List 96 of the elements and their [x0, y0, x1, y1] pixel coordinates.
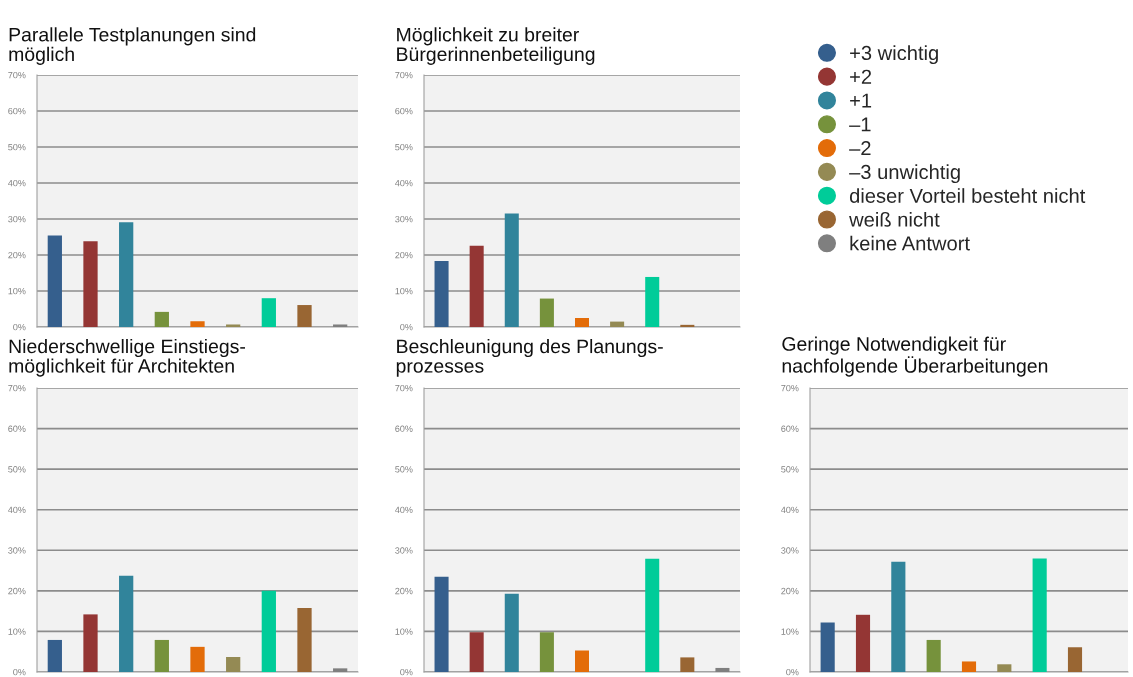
- y-tick-label: 0%: [786, 668, 799, 676]
- y-tick-label: 30%: [8, 547, 26, 554]
- legend-label: –2: [849, 141, 871, 156]
- y-tick-label: 70%: [395, 384, 413, 392]
- y-tick-label: 50%: [781, 466, 799, 473]
- y-tick-label: 40%: [395, 506, 413, 514]
- legend-label: +1: [850, 93, 872, 108]
- bar: [645, 276, 660, 327]
- y-tick-label: 60%: [395, 107, 413, 115]
- bar: [226, 324, 241, 327]
- y-tick-label: 60%: [395, 425, 413, 432]
- bar: [820, 622, 835, 672]
- bar: [47, 235, 62, 327]
- bar: [574, 318, 590, 327]
- y-tick-label: 20%: [395, 587, 413, 595]
- bar: [469, 245, 484, 327]
- bar: [855, 614, 871, 672]
- legend-label: –1: [849, 117, 871, 132]
- chart-title: Geringe Notwendigkeit für nachfolgende Überarbeitungen: [782, 336, 1048, 377]
- y-tick-label: 30%: [395, 547, 413, 554]
- bar: [154, 639, 169, 672]
- legend-label: –3 unwichtig: [849, 164, 960, 184]
- y-tick-label: 10%: [395, 287, 413, 295]
- bar: [1067, 647, 1083, 672]
- y-tick-label: 20%: [395, 251, 413, 259]
- bar: [434, 261, 449, 327]
- bar: [891, 561, 906, 672]
- bar: [297, 607, 312, 672]
- bar: [83, 614, 98, 672]
- y-tick-label: 40%: [8, 506, 26, 514]
- bar: [1032, 558, 1047, 672]
- y-tick-label: 10%: [8, 287, 26, 295]
- y-tick-label: 20%: [781, 587, 799, 595]
- chart-title: Beschleunigung des Planungs- prozesses: [396, 338, 663, 377]
- bar: [154, 311, 169, 327]
- bar: [610, 321, 625, 327]
- y-tick-label: 70%: [781, 384, 799, 392]
- y-tick-label: 0%: [13, 323, 26, 331]
- legend-label: +2: [850, 69, 872, 84]
- bar: [504, 213, 519, 327]
- y-tick-label: 20%: [8, 251, 26, 259]
- chart-title: Parallele Testplanungen sind möglich: [9, 27, 256, 65]
- y-tick-label: 50%: [395, 466, 413, 473]
- bar: [997, 664, 1012, 672]
- bar: [297, 305, 312, 327]
- bar: [504, 593, 519, 672]
- bar: [645, 558, 660, 672]
- y-tick-label: 60%: [8, 107, 26, 115]
- chart-title: Möglichkeit zu breiter Bürgerinnenbeteiligung: [397, 27, 595, 65]
- legend-label: +3 wichtig: [850, 45, 938, 65]
- y-tick-label: 70%: [8, 384, 26, 392]
- y-tick-label: 70%: [8, 71, 26, 79]
- bar: [333, 324, 348, 327]
- bar: [333, 668, 348, 672]
- y-tick-label: 30%: [781, 547, 799, 554]
- y-tick-label: 70%: [395, 71, 413, 79]
- bar: [190, 646, 205, 672]
- bar: [261, 590, 276, 672]
- bar: [83, 241, 98, 327]
- y-tick-label: 30%: [8, 215, 26, 223]
- y-tick-label: 50%: [8, 143, 26, 151]
- bar: [261, 298, 276, 327]
- bar: [574, 650, 590, 672]
- bar: [539, 632, 554, 672]
- bar: [119, 575, 134, 672]
- bar: [961, 661, 977, 672]
- bar: [926, 639, 941, 672]
- bar: [539, 298, 554, 327]
- y-tick-label: 40%: [395, 179, 413, 187]
- bar: [469, 632, 484, 672]
- bar: [119, 222, 134, 327]
- y-tick-label: 0%: [400, 323, 413, 331]
- y-tick-label: 10%: [781, 628, 799, 635]
- y-tick-label: 0%: [13, 668, 26, 676]
- bar: [680, 657, 695, 672]
- y-tick-label: 10%: [395, 628, 413, 635]
- bar: [47, 639, 62, 672]
- legend-label: keine Antwort: [850, 235, 970, 251]
- legend-label: weiß nicht: [849, 211, 940, 227]
- y-tick-label: 30%: [395, 215, 413, 223]
- y-tick-label: 50%: [8, 466, 26, 473]
- y-tick-label: 40%: [8, 179, 26, 187]
- bar: [226, 656, 241, 672]
- chart-title: Niederschwellige Einstiegs- möglichkeit für Architekten: [9, 338, 245, 377]
- legend-label: dieser Vorteil besteht nicht: [849, 188, 1086, 203]
- bar: [715, 667, 730, 672]
- y-tick-label: 0%: [400, 668, 413, 676]
- y-tick-label: 40%: [781, 506, 799, 514]
- y-tick-label: 60%: [8, 425, 26, 432]
- y-tick-label: 20%: [8, 587, 26, 595]
- y-tick-label: 60%: [781, 425, 799, 432]
- bar: [190, 321, 205, 327]
- bar: [680, 324, 695, 327]
- y-tick-label: 10%: [8, 628, 26, 635]
- bar: [434, 576, 449, 672]
- y-tick-label: 50%: [395, 143, 413, 151]
